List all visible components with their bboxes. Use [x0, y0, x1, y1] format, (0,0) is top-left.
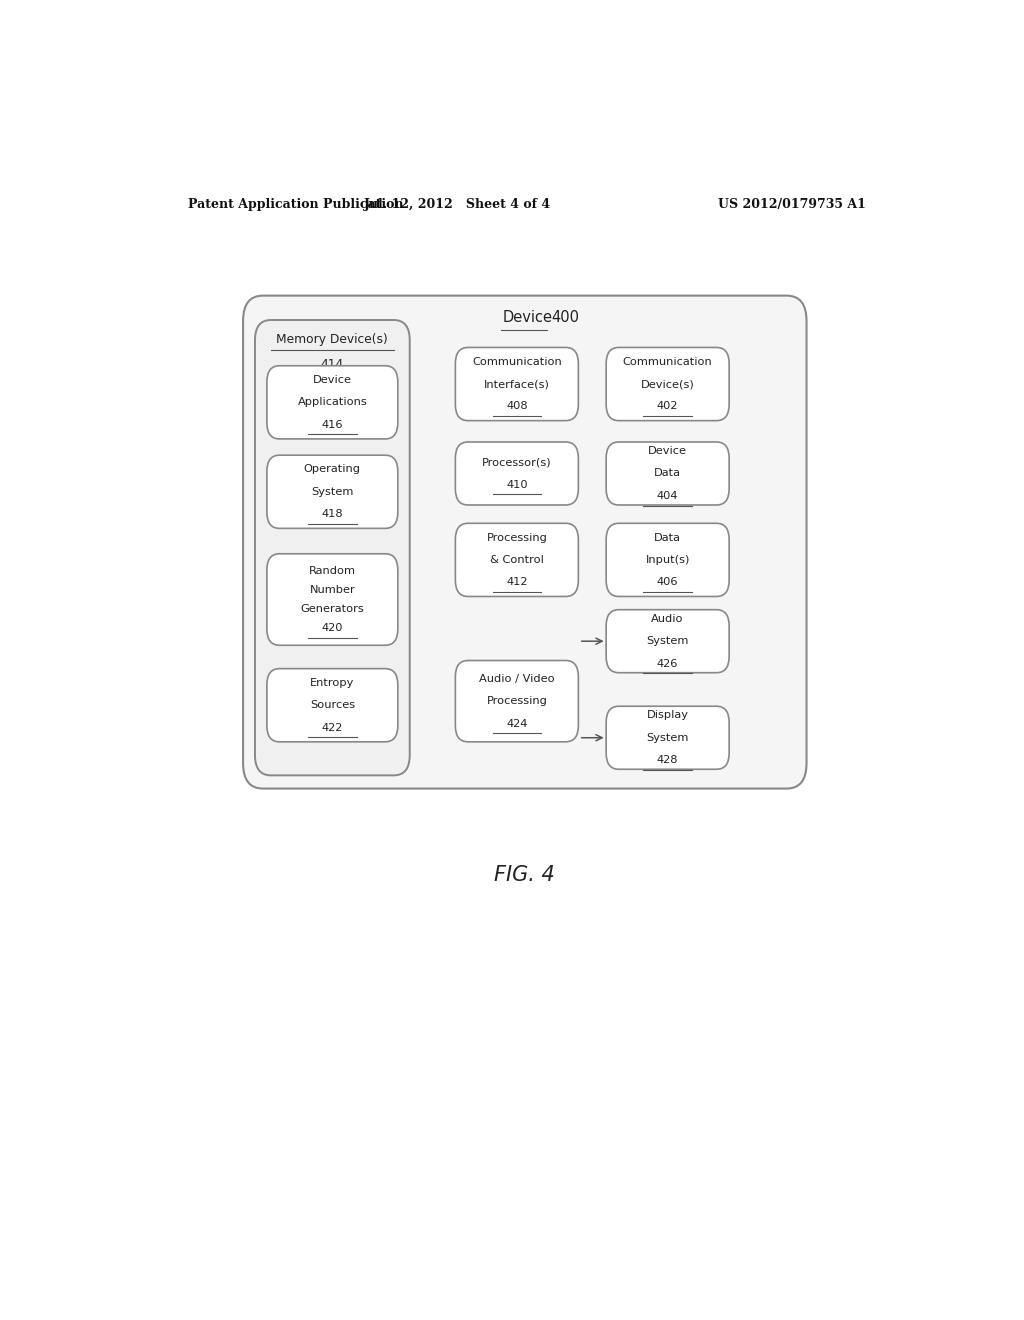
Text: 408: 408 — [506, 401, 527, 412]
Text: 404: 404 — [657, 491, 678, 500]
Text: System: System — [646, 636, 689, 647]
Text: Sources: Sources — [310, 700, 355, 710]
FancyBboxPatch shape — [267, 366, 397, 440]
Text: 406: 406 — [657, 577, 678, 587]
Text: Memory Device(s): Memory Device(s) — [276, 333, 388, 346]
FancyBboxPatch shape — [606, 347, 729, 421]
Text: 400: 400 — [552, 310, 580, 326]
Text: System: System — [311, 487, 353, 496]
Text: Input(s): Input(s) — [645, 554, 690, 565]
Text: Random: Random — [309, 565, 356, 576]
Text: Audio / Video: Audio / Video — [479, 673, 555, 684]
Text: 426: 426 — [657, 659, 678, 668]
Text: Entropy: Entropy — [310, 678, 354, 688]
Text: Processing: Processing — [486, 696, 547, 706]
Text: Applications: Applications — [298, 397, 368, 408]
Text: 428: 428 — [657, 755, 678, 766]
Text: System: System — [646, 733, 689, 743]
FancyBboxPatch shape — [267, 455, 397, 528]
Text: Communication: Communication — [472, 356, 562, 367]
Text: Display: Display — [646, 710, 689, 721]
Text: 414: 414 — [321, 358, 344, 371]
FancyBboxPatch shape — [267, 554, 397, 645]
FancyBboxPatch shape — [456, 523, 579, 597]
FancyBboxPatch shape — [606, 442, 729, 506]
Text: 422: 422 — [322, 722, 343, 733]
FancyBboxPatch shape — [267, 669, 397, 742]
Text: Device: Device — [502, 310, 552, 326]
FancyBboxPatch shape — [255, 319, 410, 775]
Text: Device: Device — [648, 446, 687, 457]
FancyBboxPatch shape — [456, 347, 579, 421]
Text: Audio: Audio — [651, 614, 684, 624]
Text: Processing: Processing — [486, 532, 547, 543]
FancyBboxPatch shape — [606, 706, 729, 770]
Text: Communication: Communication — [623, 356, 713, 367]
Text: 420: 420 — [322, 623, 343, 634]
Text: 418: 418 — [322, 510, 343, 519]
FancyBboxPatch shape — [606, 523, 729, 597]
Text: Generators: Generators — [300, 605, 365, 614]
Text: Interface(s): Interface(s) — [484, 379, 550, 389]
Text: 424: 424 — [506, 718, 527, 729]
Text: 412: 412 — [506, 577, 527, 587]
FancyBboxPatch shape — [456, 442, 579, 506]
FancyBboxPatch shape — [243, 296, 807, 788]
Text: Device(s): Device(s) — [641, 379, 694, 389]
Text: Number: Number — [309, 585, 355, 595]
Text: 416: 416 — [322, 420, 343, 430]
Text: Data: Data — [654, 469, 681, 478]
Text: Patent Application Publication: Patent Application Publication — [187, 198, 403, 211]
Text: 410: 410 — [506, 479, 527, 490]
FancyBboxPatch shape — [456, 660, 579, 742]
Text: Data: Data — [654, 532, 681, 543]
Text: Operating: Operating — [304, 465, 360, 474]
Text: US 2012/0179735 A1: US 2012/0179735 A1 — [718, 198, 866, 211]
Text: FIG. 4: FIG. 4 — [495, 865, 555, 884]
Text: Processor(s): Processor(s) — [482, 457, 552, 467]
FancyBboxPatch shape — [606, 610, 729, 673]
Text: Device: Device — [313, 375, 352, 385]
Text: & Control: & Control — [489, 554, 544, 565]
Text: Jul. 12, 2012   Sheet 4 of 4: Jul. 12, 2012 Sheet 4 of 4 — [364, 198, 551, 211]
Text: 402: 402 — [657, 401, 678, 412]
